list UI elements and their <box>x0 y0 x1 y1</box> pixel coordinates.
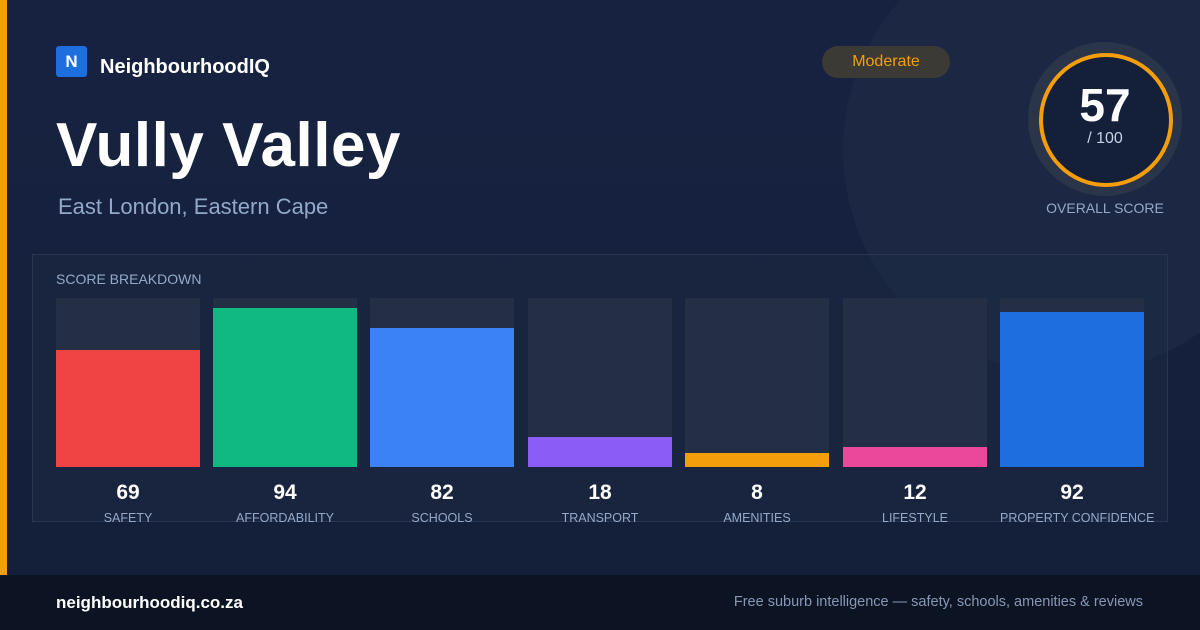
brand-name: NeighbourhoodIQ <box>100 56 270 78</box>
breakdown-bar-safety: 69 SAFETY <box>56 298 200 525</box>
breakdown-bar-lifestyle: 12 LIFESTYLE <box>843 298 987 525</box>
bar-track <box>528 298 672 467</box>
bar-value: 8 <box>751 481 763 504</box>
bar-value: 94 <box>273 481 297 504</box>
breakdown-bar-property-confidence: 92 PROPERTY CONFIDENCE <box>1000 298 1155 525</box>
bar-value: 92 <box>1060 481 1084 504</box>
breakdown-bar-affordability: 94 AFFORDABILITY <box>213 298 357 525</box>
bar-value: 18 <box>588 481 612 504</box>
bar-fill <box>213 308 357 467</box>
bar-track <box>1000 298 1144 467</box>
accent-bar <box>0 0 7 575</box>
bar-label: TRANSPORT <box>561 511 639 525</box>
bar-value: 69 <box>116 481 140 504</box>
bar-track <box>370 298 514 467</box>
bar-fill <box>528 436 672 467</box>
overall-score-max: / 100 <box>1087 130 1123 147</box>
suburb-location: East London, Eastern Cape <box>58 194 329 219</box>
bar-label: AMENITIES <box>723 511 791 525</box>
status-badge: Moderate <box>822 46 950 78</box>
bar-track <box>843 298 987 467</box>
overall-score-value: 57 <box>1079 79 1131 131</box>
breakdown-bar-schools: 82 SCHOOLS <box>370 298 514 525</box>
bar-value: 12 <box>903 481 927 504</box>
overall-score-ring: 57 / 100 <box>1028 42 1182 196</box>
bar-track <box>213 298 357 467</box>
bar-label: SAFETY <box>103 511 153 525</box>
overall-score-caption: OVERALL SCORE <box>1046 200 1164 216</box>
bar-track <box>56 298 200 467</box>
breakdown-bar-amenities: 8 AMENITIES <box>685 298 829 525</box>
footer-tagline: Free suburb intelligence — safety, schoo… <box>733 594 1143 610</box>
bar-fill <box>56 350 200 467</box>
bar-fill <box>843 446 987 467</box>
bar-label: AFFORDABILITY <box>236 511 334 525</box>
suburb-name: Vully Valley <box>56 111 401 180</box>
footer: neighbourhoodiq.co.za Free suburb intell… <box>0 575 1200 630</box>
breakdown-bar-transport: 18 TRANSPORT <box>528 298 672 525</box>
bar-label: LIFESTYLE <box>882 511 948 525</box>
share-card: N NeighbourhoodIQ Vully Valley East Lond… <box>0 0 1200 575</box>
bar-fill <box>1000 311 1144 467</box>
score-ring-gauge <box>1039 53 1173 187</box>
score-breakdown-title: SCORE BREAKDOWN <box>56 271 202 287</box>
bar-label: PROPERTY CONFIDENCE <box>1000 511 1155 525</box>
brand-logo-icon: N <box>56 46 87 77</box>
bar-fill <box>370 328 514 467</box>
footer-domain-link[interactable]: neighbourhoodiq.co.za <box>56 593 243 612</box>
bar-fill <box>685 453 829 467</box>
bar-track <box>685 298 829 467</box>
bar-value: 82 <box>430 481 454 504</box>
bar-label: SCHOOLS <box>411 511 473 525</box>
